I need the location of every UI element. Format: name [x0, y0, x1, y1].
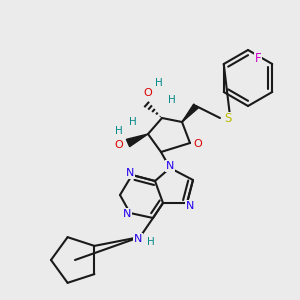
Text: N: N [126, 168, 134, 178]
Text: N: N [123, 209, 131, 219]
Polygon shape [182, 104, 198, 122]
Text: N: N [166, 161, 174, 171]
Text: H: H [147, 237, 155, 247]
Text: O: O [194, 139, 202, 149]
Text: N: N [186, 201, 194, 211]
Text: H: H [129, 117, 137, 127]
Text: S: S [224, 112, 232, 125]
Text: H: H [168, 95, 176, 105]
Text: H: H [115, 126, 123, 136]
Text: H: H [155, 78, 163, 88]
Text: F: F [255, 52, 261, 64]
Text: O: O [115, 140, 123, 150]
Polygon shape [126, 134, 148, 147]
Text: N: N [134, 234, 142, 244]
Text: O: O [144, 88, 152, 98]
